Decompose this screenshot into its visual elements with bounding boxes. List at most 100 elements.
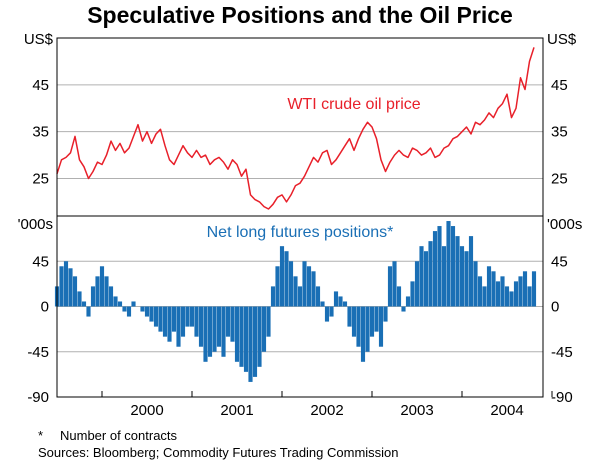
position-bar xyxy=(428,241,433,307)
position-bar xyxy=(108,286,114,307)
position-bar xyxy=(230,306,235,342)
position-bar xyxy=(423,251,429,307)
position-bar xyxy=(252,306,258,377)
position-bar xyxy=(459,246,465,307)
sources-note: Sources: Bloomberg; Commodity Futures Tr… xyxy=(38,445,399,460)
position-bar xyxy=(477,276,483,307)
top-y-tick-label-left: 25 xyxy=(32,171,49,188)
position-bar xyxy=(131,301,136,307)
position-bar xyxy=(468,236,474,307)
position-bar xyxy=(351,306,357,337)
position-bar xyxy=(149,306,154,322)
positions-series-label: Net long futures positions* xyxy=(207,224,394,241)
position-bar xyxy=(86,306,91,317)
position-bar xyxy=(374,306,379,332)
position-bar xyxy=(288,261,294,307)
top-y-tick-label-left: 45 xyxy=(32,77,49,94)
position-bar xyxy=(216,306,222,347)
position-bar xyxy=(162,306,168,337)
position-bar xyxy=(117,301,123,307)
position-bar xyxy=(306,266,312,307)
position-bar xyxy=(338,296,343,307)
position-bar xyxy=(464,251,469,307)
position-bar xyxy=(239,306,244,367)
position-bar xyxy=(95,276,100,307)
position-bar xyxy=(405,296,411,307)
position-bar xyxy=(297,286,303,307)
position-bar xyxy=(392,261,397,307)
position-bar xyxy=(194,306,199,337)
bottom-y-tick-label-left: -45 xyxy=(27,344,49,361)
position-bar xyxy=(324,306,330,322)
footnote: * Number of contracts xyxy=(38,428,177,443)
position-bar xyxy=(333,291,339,307)
footnote-marker: * xyxy=(38,428,44,443)
bottom-y-tick-label-right: -45 xyxy=(551,344,573,361)
position-bar xyxy=(329,306,334,317)
oil-series-label: WTI crude oil price xyxy=(287,96,420,113)
top-unit-label-right: US$ xyxy=(547,31,577,48)
position-bar xyxy=(153,306,159,327)
position-bar xyxy=(365,306,370,352)
position-bar xyxy=(279,246,285,307)
position-bar xyxy=(225,306,231,337)
x-tick-label: 2001 xyxy=(220,402,253,419)
position-bar xyxy=(482,286,487,307)
position-bar xyxy=(504,286,510,307)
position-bar xyxy=(302,261,307,307)
position-bar xyxy=(113,296,118,307)
position-bar xyxy=(68,268,73,307)
position-bar xyxy=(527,286,532,307)
position-bar xyxy=(410,281,415,307)
position-bar xyxy=(522,271,528,307)
position-bar xyxy=(311,271,316,307)
position-bar xyxy=(221,306,226,357)
x-tick-label: 2000 xyxy=(130,402,163,419)
plot-frame xyxy=(56,37,544,398)
position-bar xyxy=(450,226,456,307)
position-bar xyxy=(401,306,406,312)
position-bar xyxy=(77,291,82,307)
position-bar xyxy=(275,266,280,307)
position-bar xyxy=(356,306,361,347)
bottom-y-tick-label-left: 0 xyxy=(41,299,49,316)
position-bar xyxy=(266,306,271,337)
top-unit-label-left: US$ xyxy=(24,31,54,48)
bottom-y-tick-label-right: 45 xyxy=(551,253,568,270)
chart-title: Speculative Positions and the Oil Price xyxy=(87,2,513,28)
position-bar xyxy=(293,276,298,307)
position-bar xyxy=(284,251,289,307)
position-bar xyxy=(491,271,496,307)
position-bar xyxy=(234,306,240,362)
position-bar xyxy=(513,281,519,307)
position-bar xyxy=(378,306,384,347)
position-bar xyxy=(72,276,78,307)
position-bar xyxy=(99,266,105,307)
position-bar xyxy=(261,306,267,352)
oil-price-line xyxy=(56,47,535,210)
top-y-tick-label-right: 35 xyxy=(551,124,568,141)
position-bar xyxy=(347,306,352,327)
bottom-unit-label-right: '000s xyxy=(547,216,582,233)
position-bar xyxy=(176,306,181,347)
position-bar xyxy=(248,306,253,382)
position-bar xyxy=(167,306,172,342)
position-bar xyxy=(495,281,501,307)
position-bar xyxy=(158,306,163,332)
position-bar xyxy=(212,306,217,352)
position-bar xyxy=(396,286,402,307)
position-bar xyxy=(189,306,195,327)
position-bar xyxy=(383,306,388,322)
position-bar xyxy=(509,291,514,307)
position-bar xyxy=(104,276,109,307)
top-y-tick-label-right: 25 xyxy=(551,171,568,188)
position-bar xyxy=(455,236,460,307)
position-bar xyxy=(185,306,190,327)
position-bar xyxy=(473,261,478,307)
position-bar xyxy=(387,266,393,307)
bottom-y-tick-label-left: 45 xyxy=(32,253,49,270)
position-bar xyxy=(243,306,249,372)
position-bar xyxy=(126,306,132,317)
position-bar xyxy=(140,306,145,312)
